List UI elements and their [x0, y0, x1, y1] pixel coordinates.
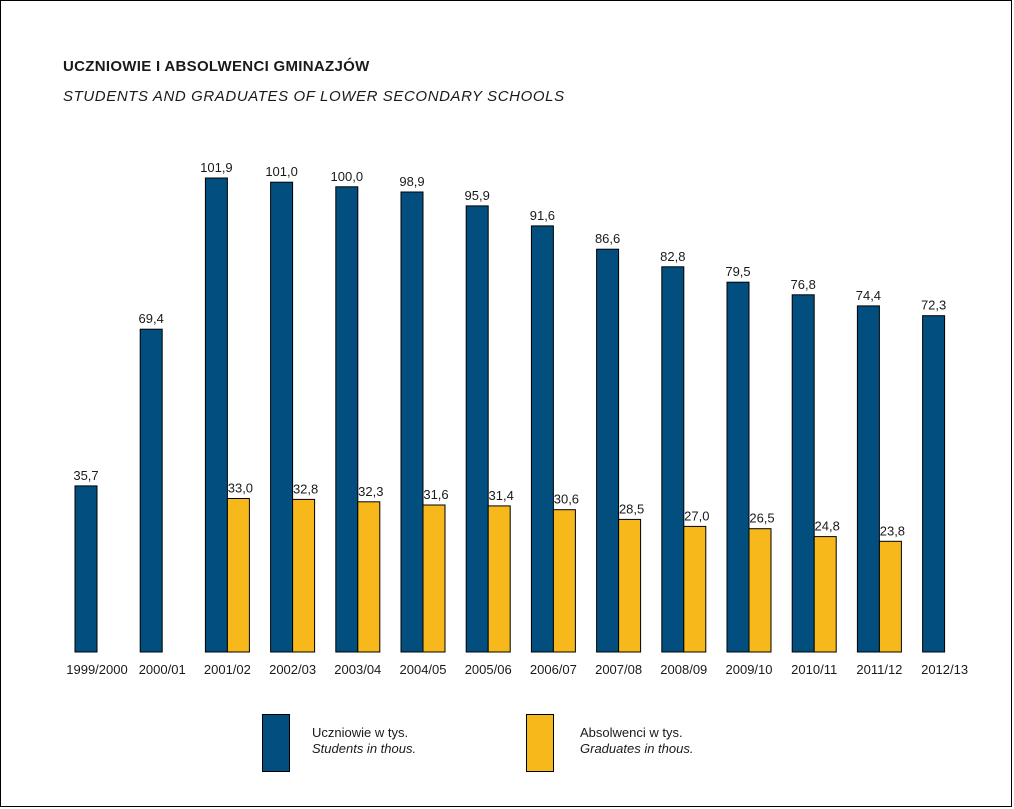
legend-swatch-graduates — [526, 714, 554, 772]
legend-students-pl: Uczniowie w tys. — [312, 725, 409, 740]
data-label-students: 74,4 — [856, 288, 881, 303]
data-label-students: 101,0 — [265, 164, 298, 179]
bar-students — [856, 305, 880, 653]
data-label-graduates: 32,8 — [293, 481, 318, 496]
bar-graduates — [292, 498, 316, 653]
chart-subtitle: STUDENTS AND GRADUATES OF LOWER SECONDAR… — [63, 88, 565, 105]
bar-graduates — [878, 540, 902, 653]
data-label-students: 86,6 — [595, 231, 620, 246]
bar-graduates — [683, 525, 707, 653]
x-tick-label: 1999/2000 — [66, 662, 127, 677]
bar-graduates — [813, 536, 837, 653]
bar-students — [74, 485, 98, 653]
bar-graduates — [487, 505, 511, 653]
bar-students — [596, 248, 620, 653]
data-label-graduates: 32,3 — [358, 484, 383, 499]
data-label-students: 101,9 — [200, 160, 233, 175]
data-label-graduates: 30,6 — [554, 492, 579, 507]
data-label-students: 82,8 — [660, 249, 685, 264]
bar-students — [400, 191, 424, 653]
data-label-graduates: 31,6 — [423, 487, 448, 502]
legend-graduates-en: Graduates in thous. — [580, 741, 694, 756]
x-tick-label: 2010/11 — [791, 662, 837, 677]
data-label-graduates: 24,8 — [815, 519, 840, 534]
data-label-students: 98,9 — [399, 174, 424, 189]
bar-graduates — [748, 528, 772, 653]
x-tick-label: 2005/06 — [465, 662, 512, 677]
chart-title: UCZNIOWIE I ABSOLWENCI GMINAZJÓW — [63, 58, 370, 75]
bar-students — [791, 294, 815, 653]
bar-students — [204, 177, 228, 653]
data-label-graduates: 27,0 — [684, 508, 709, 523]
data-label-graduates: 28,5 — [619, 501, 644, 516]
x-tick-label: 2009/10 — [726, 662, 773, 677]
x-tick-label: 2003/04 — [334, 662, 381, 677]
bar-students — [139, 328, 163, 653]
bar-students — [335, 186, 359, 653]
x-tick-label: 2001/02 — [204, 662, 251, 677]
data-label-students: 35,7 — [73, 468, 98, 483]
legend-swatch-students — [262, 714, 290, 772]
bar-graduates — [357, 501, 381, 653]
x-tick-label: 2008/09 — [660, 662, 707, 677]
legend-label-students: Uczniowie w tys. Students in thous. — [312, 725, 416, 757]
data-label-graduates: 33,0 — [228, 481, 253, 496]
bar-graduates — [422, 504, 446, 653]
x-tick-label: 2006/07 — [530, 662, 577, 677]
bar-students — [726, 281, 750, 653]
bar-graduates — [618, 518, 642, 653]
data-label-students: 100,0 — [331, 169, 364, 184]
bar-students — [530, 225, 554, 653]
data-label-graduates: 31,4 — [489, 488, 514, 503]
x-tick-label: 2011/12 — [856, 662, 902, 677]
data-label-graduates: 23,8 — [880, 523, 905, 538]
data-label-graduates: 26,5 — [749, 511, 774, 526]
data-label-students: 69,4 — [139, 311, 164, 326]
x-tick-label: 2012/13 — [921, 662, 968, 677]
legend-graduates-pl: Absolwenci w tys. — [580, 725, 683, 740]
x-tick-label: 2002/03 — [269, 662, 316, 677]
data-label-students: 95,9 — [465, 188, 490, 203]
bar-graduates — [552, 509, 576, 653]
data-label-students: 72,3 — [921, 298, 946, 313]
bar-students — [465, 205, 489, 653]
legend-label-graduates: Absolwenci w tys. Graduates in thous. — [580, 725, 693, 757]
bar-graduates — [226, 498, 250, 653]
legend-students-en: Students in thous. — [312, 741, 417, 756]
x-tick-label: 2007/08 — [595, 662, 642, 677]
bar-students — [922, 315, 946, 653]
bar-students — [270, 181, 294, 653]
data-label-students: 76,8 — [791, 277, 816, 292]
bar-students — [661, 266, 685, 653]
x-tick-label: 2004/05 — [400, 662, 447, 677]
x-tick-label: 2000/01 — [139, 662, 186, 677]
data-label-students: 91,6 — [530, 208, 555, 223]
data-label-students: 79,5 — [725, 264, 750, 279]
